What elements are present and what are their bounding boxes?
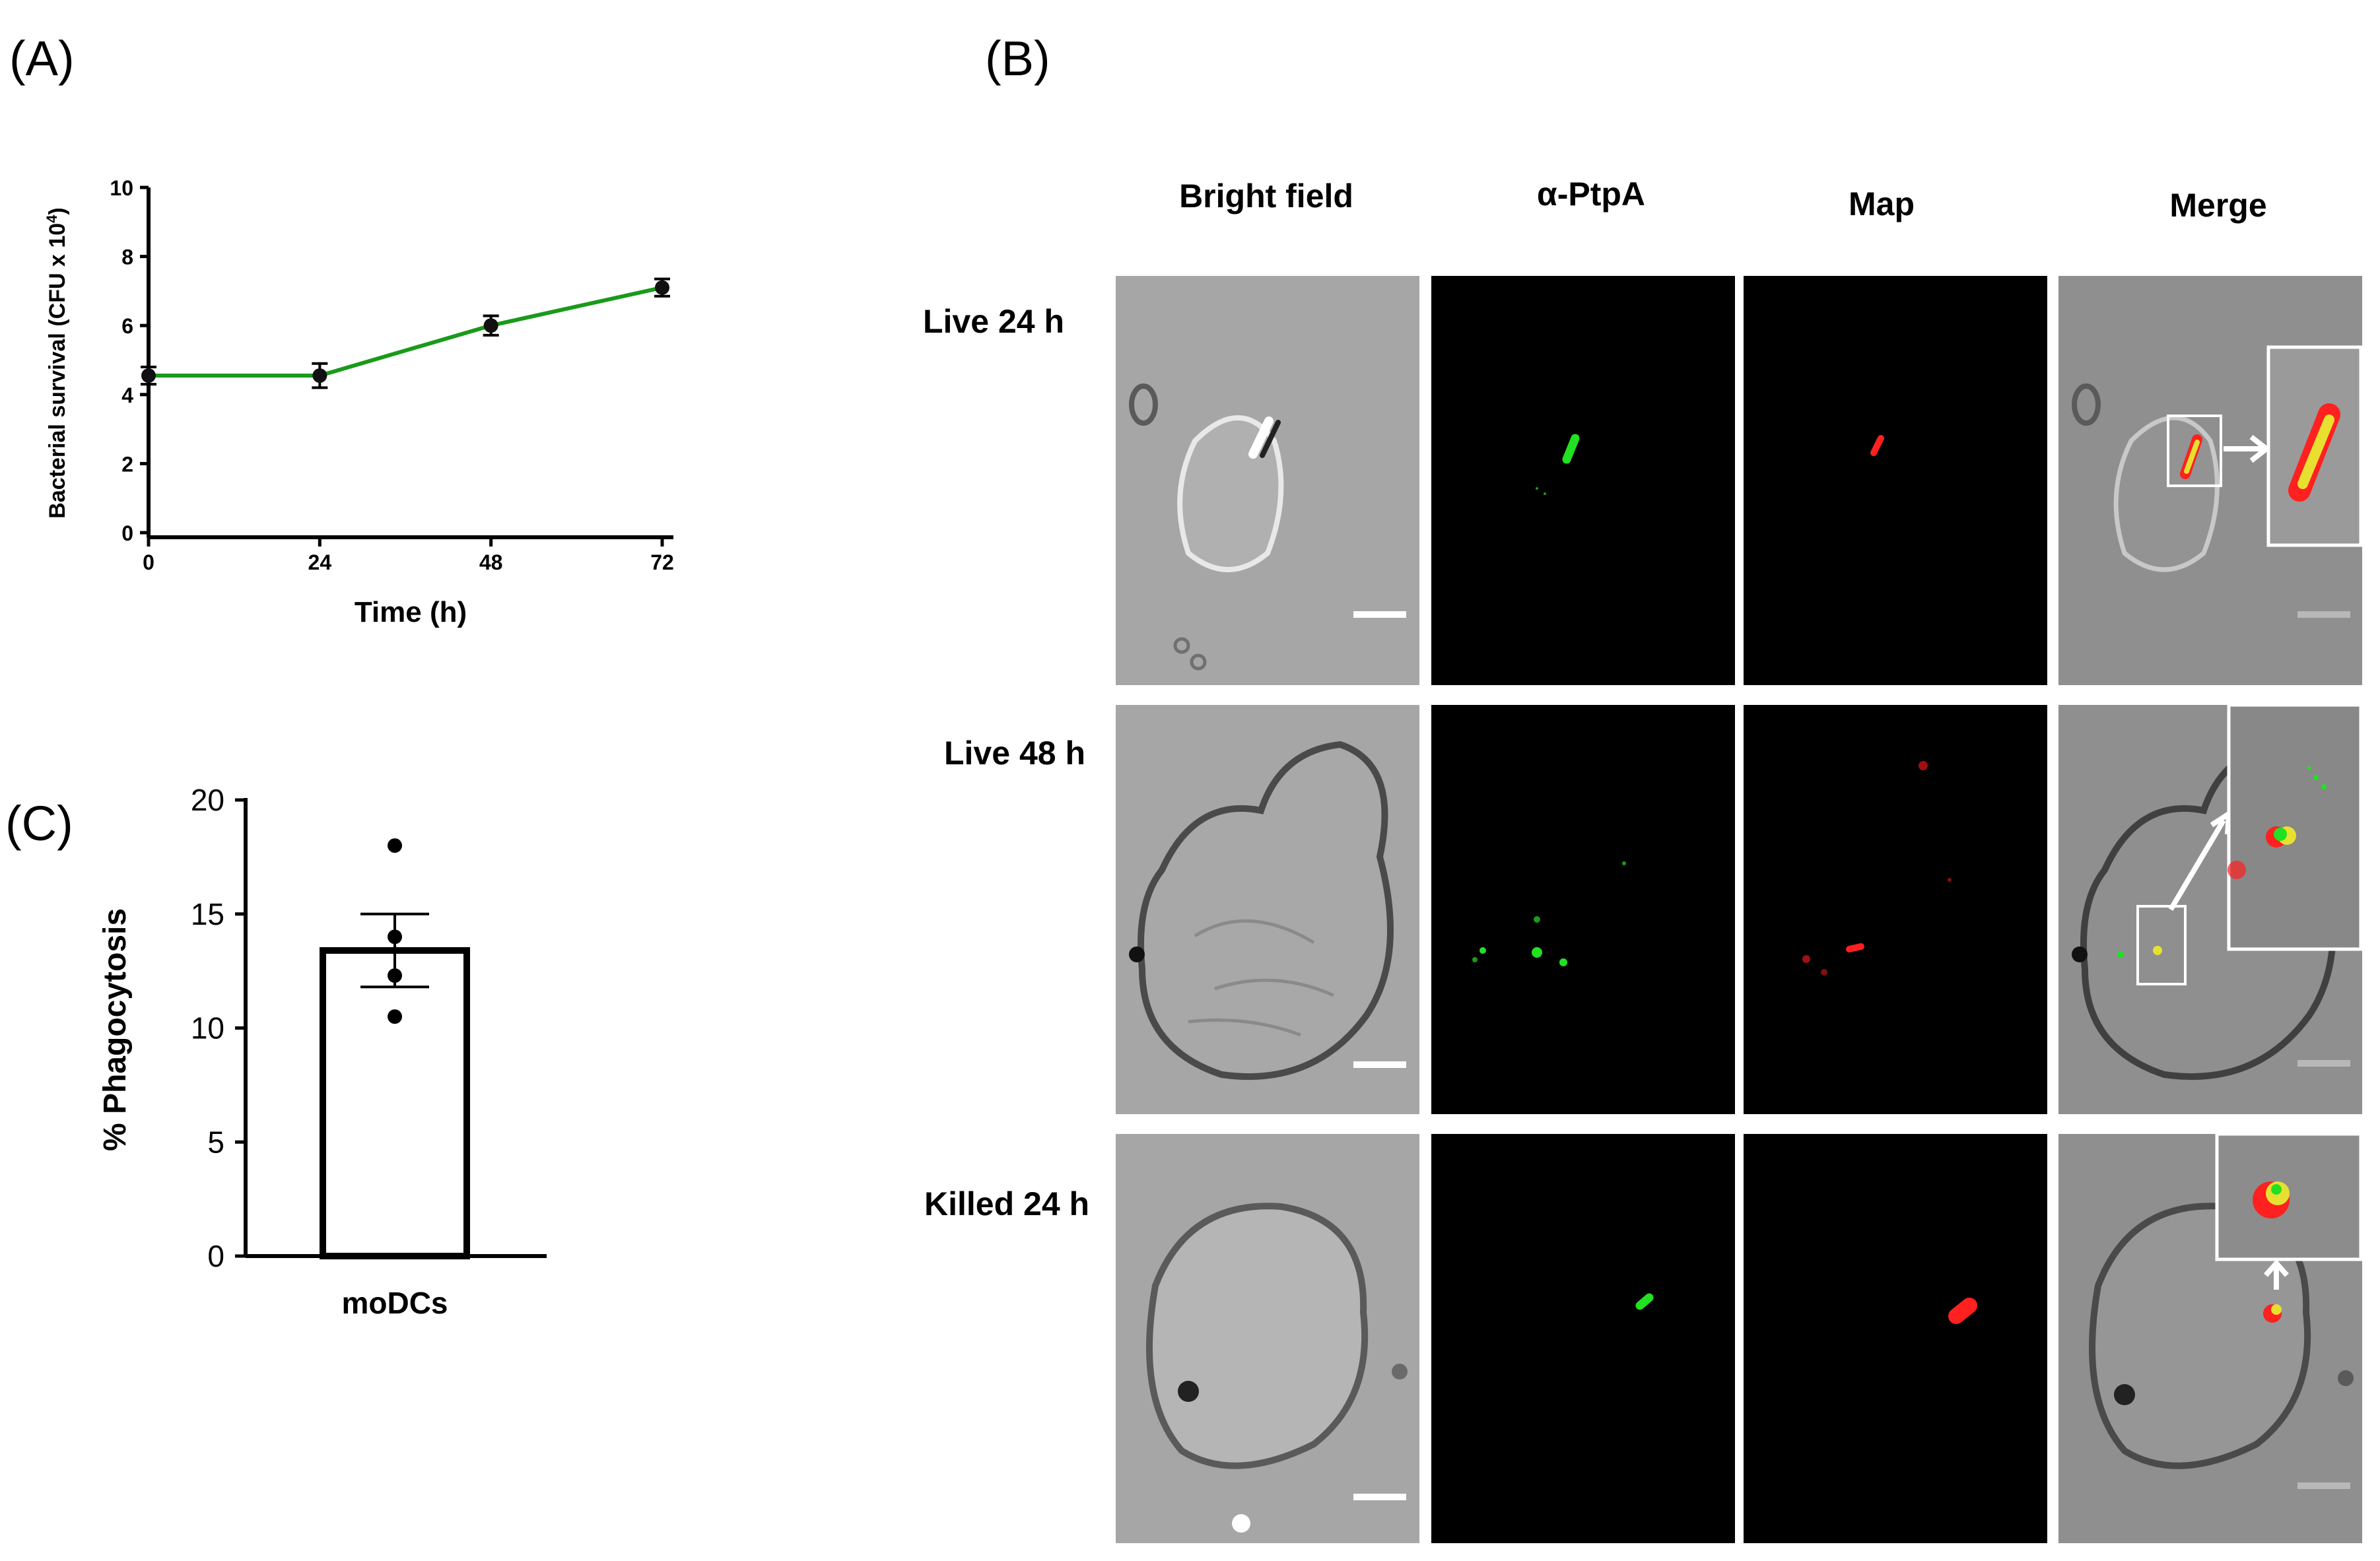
image-alpha-ptpa-live-24h <box>1431 276 1735 685</box>
panel-a-label: (A) <box>9 31 75 86</box>
x-axis-label: Time (h) <box>355 596 467 628</box>
y-tick-label-1: 2 <box>121 452 133 476</box>
y-axis-label: Bacterial survival (CFU x 104) <box>44 207 71 518</box>
y-axis-label: % Phagocytosis <box>98 908 133 1151</box>
replicate-point-3 <box>388 1009 402 1024</box>
image-map-killed-24h <box>1744 1134 2047 1543</box>
row-label-live-24h: Live 24 h <box>923 303 1064 340</box>
y-tick-label-0: 0 <box>121 521 133 545</box>
y-tick-label-3: 6 <box>121 314 133 338</box>
y-tick-label-4: 20 <box>191 783 224 817</box>
panel-b-label: (B) <box>985 31 1050 86</box>
column-header-merge: Merge <box>2169 187 2267 224</box>
x-tick-label-2: 48 <box>479 550 503 574</box>
data-point-3 <box>655 280 669 295</box>
panel-c-label: (C) <box>5 796 73 851</box>
image-merge-live-24h <box>2058 276 2362 685</box>
image-alpha-ptpa-live-48h <box>1431 705 1735 1114</box>
y-tick-label-4: 8 <box>121 246 133 269</box>
column-header-map: Map <box>1849 185 1915 222</box>
y-tick-label-1: 5 <box>207 1125 224 1159</box>
y-axis-label-superscript: 4 <box>44 215 60 223</box>
y-tick-label-3: 15 <box>191 897 224 931</box>
category-label-0: moDCs <box>341 1286 448 1320</box>
replicate-point-1 <box>388 929 402 945</box>
x-axis: 0 24 48 72 <box>143 535 674 574</box>
row-label-killed-24h: Killed 24 h <box>924 1185 1090 1222</box>
image-bright-field-live-24h <box>1116 276 1419 685</box>
image-alpha-ptpa-killed-24h <box>1431 1134 1735 1543</box>
data-point-0 <box>141 368 156 383</box>
y-tick-label-2: 10 <box>191 1011 224 1046</box>
data-point-2 <box>483 318 498 333</box>
image-bright-field-killed-24h <box>1116 1134 1419 1543</box>
y-axis-label-main: Bacterial survival (CFU x 10 <box>45 223 70 519</box>
row-label-live-48h: Live 48 h <box>944 735 1085 772</box>
y-axis: 0 2 4 6 8 10 <box>110 176 151 545</box>
y-tick-label-5: 10 <box>110 176 133 200</box>
phagocytosis-bar-chart: 0 5 10 15 20 % Phagocytosis moDCs <box>98 783 547 1320</box>
column-header-bright-field: Bright field <box>1179 178 1353 215</box>
replicate-point-2 <box>388 968 402 983</box>
image-merge-live-48h <box>2058 705 2362 1114</box>
x-tick-label-1: 24 <box>308 550 332 574</box>
replicate-point-0 <box>388 838 402 853</box>
image-bright-field-live-48h <box>1116 705 1419 1114</box>
image-merge-killed-24h <box>2058 1134 2362 1543</box>
image-map-live-48h <box>1744 705 2047 1114</box>
y-axis-label-close: ) <box>45 207 70 215</box>
column-header-alpha-ptpa: α-PtpA <box>1536 176 1646 213</box>
data-point-1 <box>312 368 327 383</box>
series-line-0 <box>149 285 663 378</box>
y-tick-label-2: 4 <box>121 383 133 407</box>
x-tick-label-3: 72 <box>650 550 674 574</box>
bar-0 <box>320 947 470 1259</box>
y-tick-label-0: 0 <box>207 1239 224 1273</box>
x-tick-label-0: 0 <box>143 550 154 574</box>
image-map-live-24h <box>1744 276 2047 685</box>
